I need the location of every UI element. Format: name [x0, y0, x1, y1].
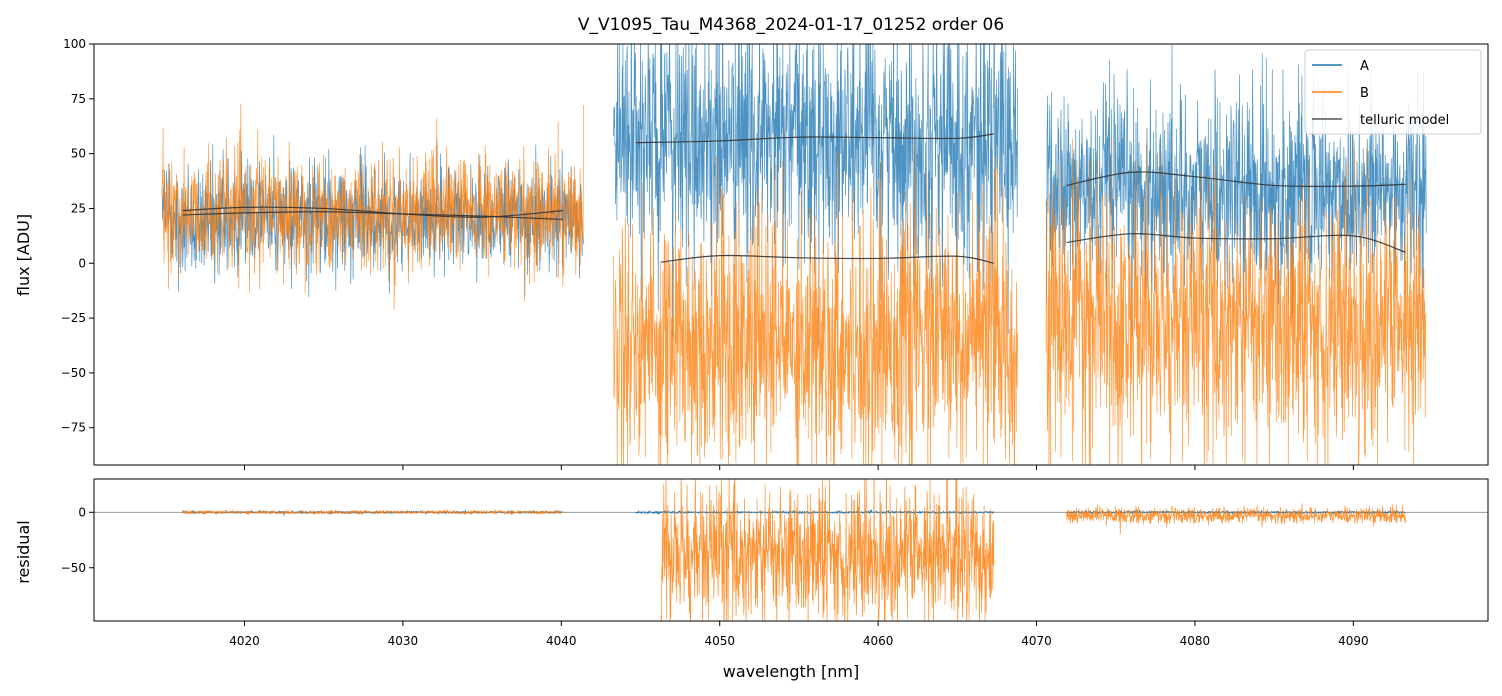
residual-series-b-segment-2 — [1066, 503, 1406, 535]
flux-y-tick-label: 100 — [63, 37, 86, 51]
telluric-model-curve-5 — [1066, 233, 1406, 253]
x-tick-label: 4020 — [229, 634, 260, 648]
flux-series-b-segment-1 — [613, 141, 1018, 465]
residual-y-tick-label: 0 — [78, 505, 86, 519]
telluric-model-curve-1 — [182, 206, 563, 218]
flux-y-tick-label: −75 — [61, 421, 86, 435]
residual-y-axis-label: residual — [14, 520, 33, 583]
flux-y-tick-label: 0 — [78, 256, 86, 270]
residual-x-axis: 4020 4030 4040 4050 4060 4070 4080 4090 — [229, 621, 1369, 648]
residual-panel-frame — [93, 478, 1489, 622]
residual-series-b-segment-1 — [660, 479, 995, 621]
flux-y-axis: −75 −50 −25 0 25 50 75 100 — [61, 37, 94, 435]
flux-series-b-segment-2 — [1045, 138, 1427, 465]
legend-box — [1304, 49, 1482, 135]
telluric-model-curve-4 — [1066, 171, 1406, 188]
x-tick-label: 4070 — [1021, 634, 1052, 648]
x-tick-label: 4080 — [1180, 634, 1211, 648]
flux-y-tick-label: 50 — [71, 147, 86, 161]
chart-title: V_V1095_Tau_M4368_2024-01-17_01252 order… — [578, 15, 1004, 35]
residual-y-tick-label: −50 — [61, 561, 86, 575]
flux-y-tick-label: 75 — [71, 92, 86, 106]
flux-y-tick-label: −25 — [61, 311, 86, 325]
telluric-model-curve-3 — [661, 254, 994, 264]
legend-label-a: A — [1360, 59, 1369, 74]
flux-y-axis-label: flux [ADU] — [14, 214, 33, 296]
flux-plot-area — [161, 44, 1427, 465]
x-tick-label: 4060 — [863, 634, 894, 648]
x-tick-label: 4090 — [1338, 634, 1369, 648]
residual-panel: −50 0 4020 4030 4040 4050 4060 4070 4080 4090 re… — [14, 478, 1489, 648]
legend-label-model: telluric model — [1360, 113, 1449, 128]
legend-label-b: B — [1360, 86, 1369, 101]
x-axis-label: wavelength [nm] — [723, 662, 860, 681]
flux-series-a-segment-2 — [1045, 44, 1427, 337]
flux-panel-frame — [93, 43, 1489, 466]
residual-plot-area — [182, 479, 1406, 621]
x-tick-label: 4050 — [704, 634, 735, 648]
flux-panel: −75 −50 −25 0 25 50 75 100 flux [ADU] A B tellu… — [14, 37, 1489, 470]
x-tick-label: 4040 — [546, 634, 577, 648]
flux-y-tick-label: −50 — [61, 366, 86, 380]
flux-series-b-segment-0 — [161, 103, 584, 311]
residual-y-axis: −50 0 — [61, 505, 94, 575]
legend: A B telluric model — [1304, 49, 1482, 135]
telluric-model-curve-2 — [635, 133, 994, 144]
flux-x-ticks — [243, 465, 1354, 470]
flux-y-tick-label: 25 — [71, 201, 86, 215]
x-tick-label: 4030 — [388, 634, 419, 648]
residual-series-b-segment-0 — [182, 509, 563, 516]
